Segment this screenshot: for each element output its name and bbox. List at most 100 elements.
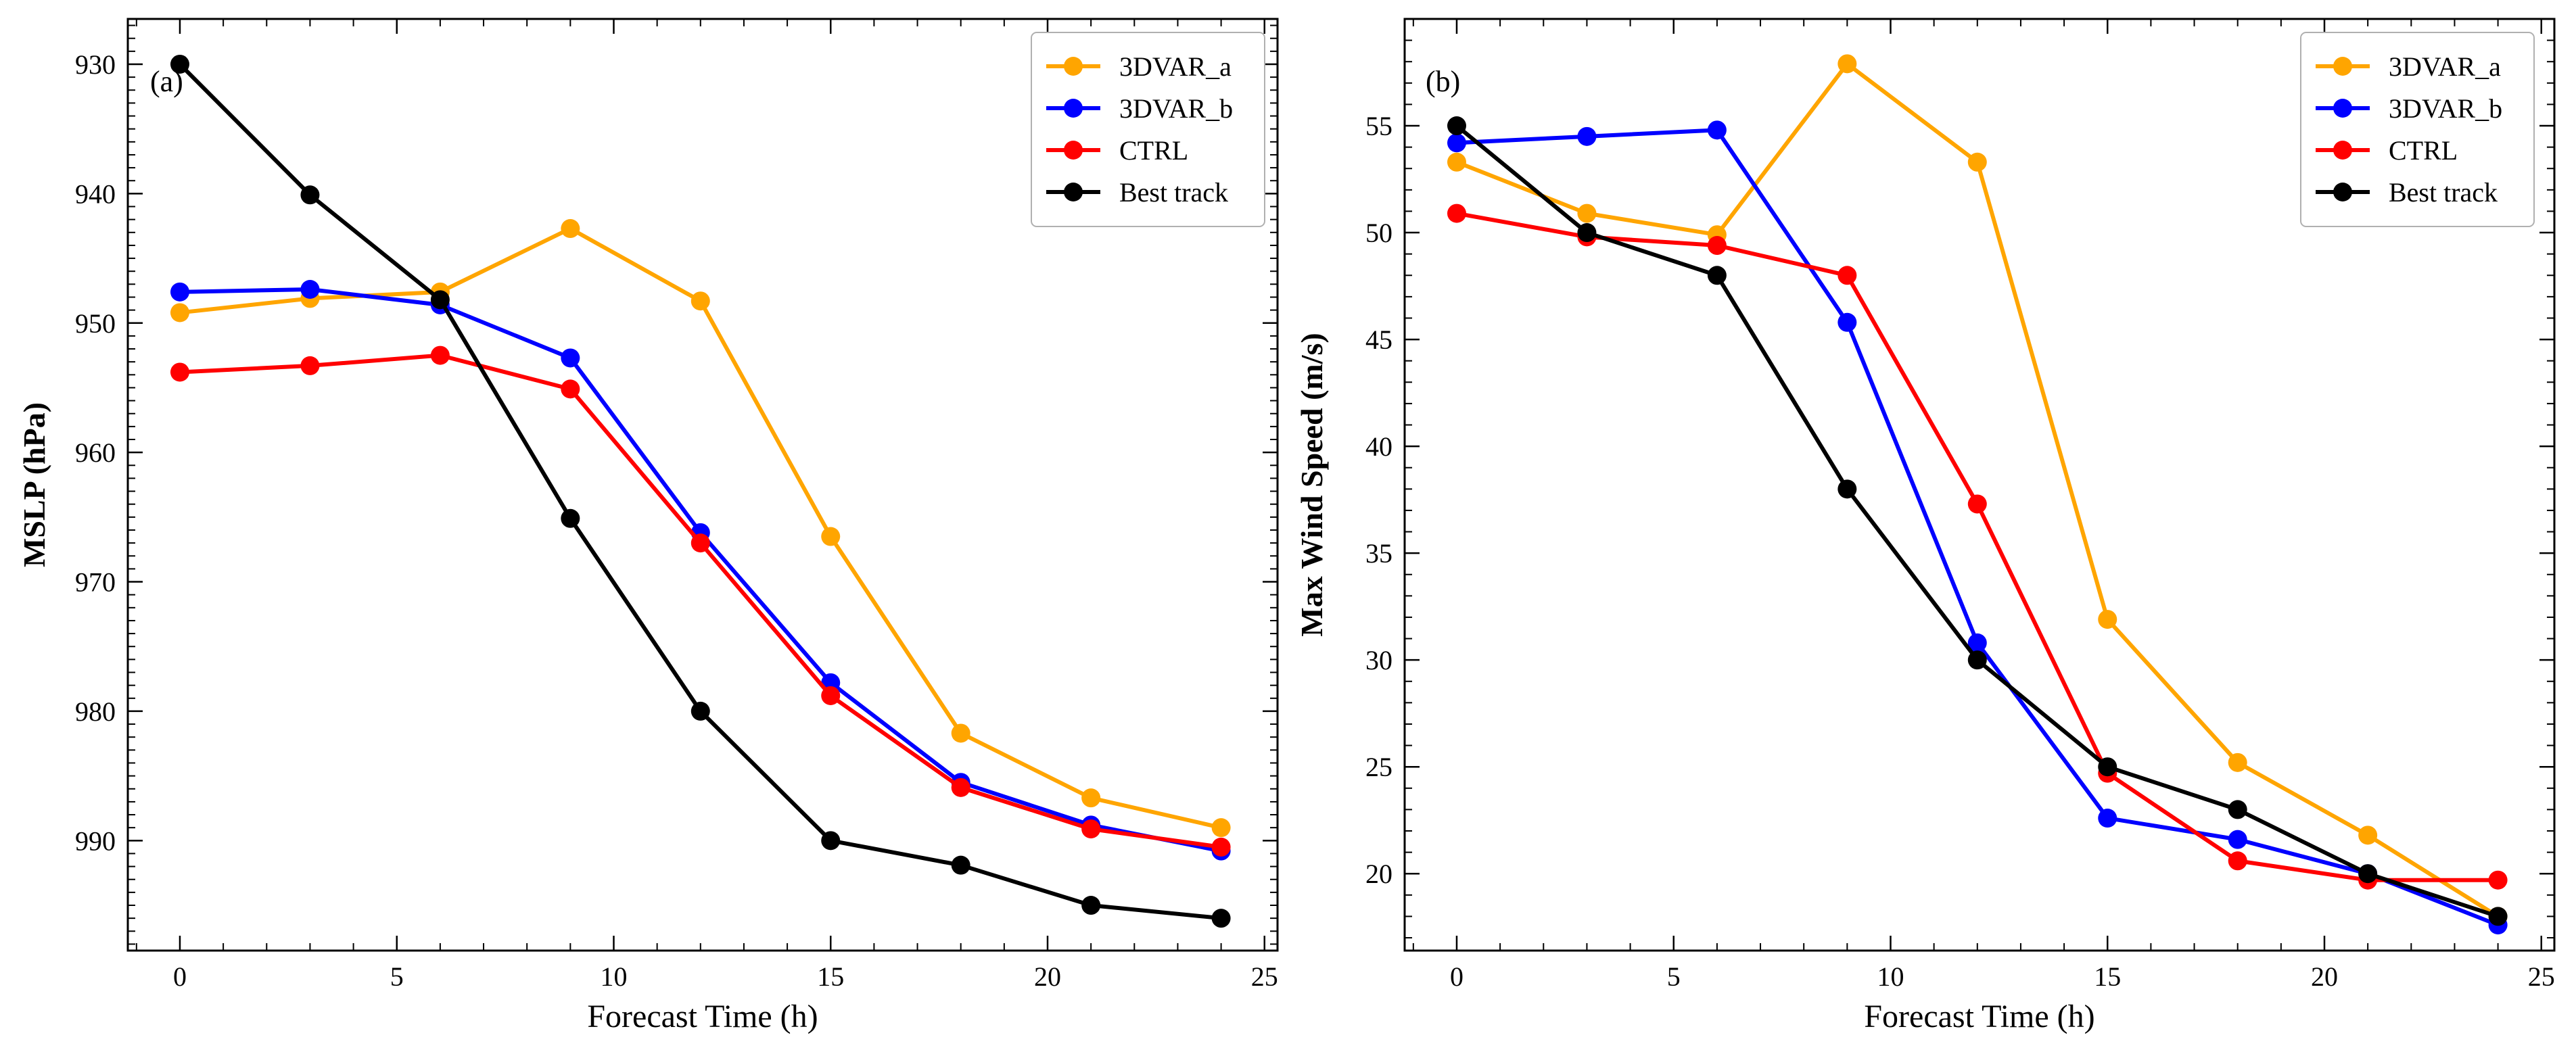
legend-frame [1031,32,1265,227]
data-point-best-track [2358,864,2378,884]
data-point-3dvar-a [2358,826,2378,845]
data-point-best-track [430,290,450,310]
data-point-best-track [1081,896,1101,915]
x-tick-label: 15 [817,961,844,992]
data-point-3dvar-a [1211,818,1231,838]
data-point-best-track [821,831,841,851]
data-point-3dvar-b [1837,312,1857,332]
x-tick-label: 25 [1251,961,1278,992]
data-point-ctrl [1081,819,1101,839]
panel-letter: (a) [150,65,183,98]
legend-label-3dvar-b: 3DVAR_b [1119,93,1233,124]
y-axis-label: MSLP (hPa) [17,402,51,567]
x-tick-label: 5 [1667,961,1681,992]
legend-label-3dvar-a: 3DVAR_a [1119,51,1232,82]
legend-marker-3dvar-a [1064,57,1083,76]
y-tick-label: 40 [1365,431,1392,462]
data-point-3dvar-a [2228,752,2247,772]
legend-frame [2300,32,2535,227]
x-axis-label: Forecast Time (h) [1864,999,2094,1034]
legend: 3DVAR_a 3DVAR_b CTRL Best track [2300,32,2535,227]
data-point-3dvar-b [1967,633,1987,652]
data-point-3dvar-b [170,282,189,302]
data-point-ctrl [430,345,450,365]
data-point-3dvar-a [1577,204,1597,223]
data-point-ctrl [1447,204,1466,223]
data-point-best-track [1707,266,1727,285]
panel-a-mslp: 0 5 10 15 20 25 930 940 950 960 970 980 990 (a) Fore… [17,18,1279,1034]
y-tick-label: 940 [75,178,116,209]
plot-frame [1403,18,2556,952]
data-point-3dvar-b [1707,120,1727,140]
data-point-3dvar-b [300,280,320,300]
data-point-3dvar-b [1577,126,1597,146]
y-tick-label: 50 [1365,218,1392,248]
data-point-best-track [1447,116,1466,136]
y-axis-label: Max Wind Speed (m/s) [1294,333,1329,636]
legend-label-ctrl: CTRL [1119,135,1188,166]
y-tick-label: 970 [75,567,116,598]
y-tick-label: 20 [1365,859,1392,889]
data-point-3dvar-a [951,723,970,743]
data-point-best-track [690,701,710,721]
plot-frame [126,18,1279,952]
data-point-best-track [300,185,320,205]
data-point-ctrl [951,778,970,797]
data-point-ctrl [300,356,320,375]
data-point-3dvar-a [1081,788,1101,808]
x-tick-label: 25 [2528,961,2555,992]
data-point-ctrl [2228,851,2247,871]
data-point-3dvar-a [690,291,710,311]
data-point-ctrl [1837,266,1857,285]
x-tick-label: 10 [1877,961,1904,992]
legend-marker-3dvar-b [2333,99,2352,118]
data-point-ctrl [170,362,189,382]
x-tick-label: 0 [173,961,187,992]
y-tick-label: 960 [75,437,116,468]
data-point-3dvar-a [170,303,189,322]
panel-letter: (b) [1426,65,1460,98]
x-tick-label: 20 [2311,961,2338,992]
data-point-3dvar-b [2098,809,2117,828]
data-point-best-track [951,855,970,875]
y-tick-label: 55 [1365,111,1392,141]
data-point-3dvar-a [821,527,841,546]
legend-marker-ctrl [2333,141,2352,160]
y-tick-label: 950 [75,308,116,339]
data-point-best-track [2098,757,2117,777]
data-point-best-track [1967,650,1987,670]
data-point-best-track [2228,800,2247,819]
legend-label-best-track: Best track [1119,177,1228,208]
axis-ticks: 0 5 10 15 20 25 930 940 950 960 970 980 990 [75,19,1278,992]
data-point-best-track [1837,479,1857,499]
data-point-ctrl [821,686,841,705]
data-point-3dvar-a [1447,152,1466,172]
data-point-3dvar-b [2228,830,2247,849]
legend-label-3dvar-b: 3DVAR_b [2389,93,2502,124]
data-point-ctrl [1707,236,1727,256]
y-tick-label: 35 [1365,538,1392,569]
x-tick-label: 5 [390,961,404,992]
axis-ticks: 0 5 10 15 20 25 20 25 30 35 40 45 50 55 [1365,18,2555,992]
data-point-3dvar-a [1837,54,1857,74]
series-group [1447,54,2508,935]
data-point-best-track [2488,907,2508,926]
x-tick-label: 10 [600,961,627,992]
panel-b-max-wind-speed: 0 5 10 15 20 25 20 25 30 35 40 45 50 55 (b) Forecast … [1294,18,2556,1034]
y-tick-label: 980 [75,696,116,727]
data-point-3dvar-b [561,348,580,368]
y-tick-label: 30 [1365,645,1392,675]
data-point-ctrl [2488,870,2508,890]
legend-marker-best-track [2333,183,2352,201]
x-axis-label: Forecast Time (h) [587,999,818,1034]
data-point-ctrl [690,533,710,553]
y-tick-label: 930 [75,49,116,80]
legend-marker-3dvar-b [1064,99,1083,118]
data-point-3dvar-b [1447,133,1466,153]
y-tick-label: 25 [1365,752,1392,782]
data-point-ctrl [1967,494,1987,514]
y-tick-label: 45 [1365,325,1392,355]
y-tick-label: 990 [75,826,116,856]
